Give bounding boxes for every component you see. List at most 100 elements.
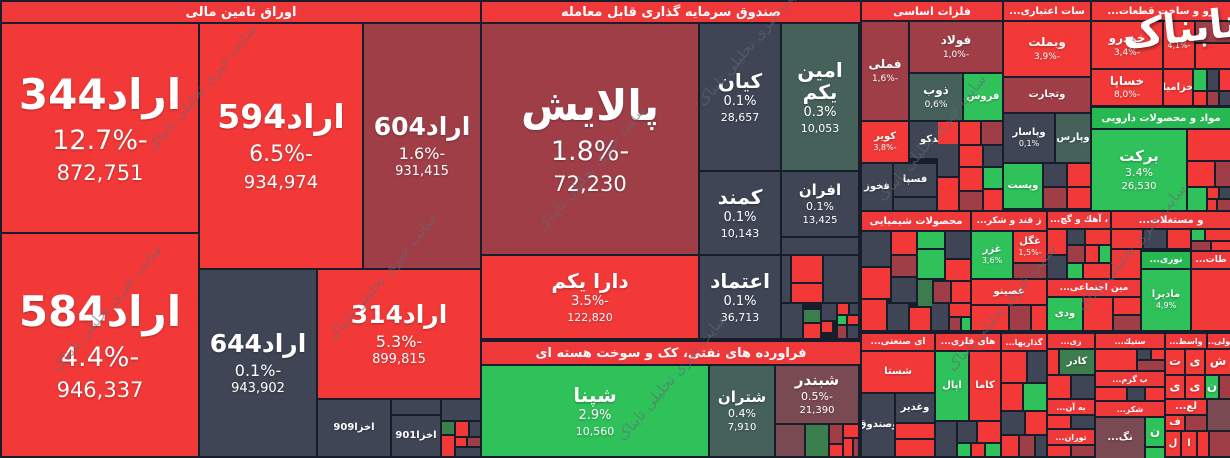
tile-ف[interactable]: ف <box>1166 416 1184 430</box>
tile[interactable] <box>910 308 930 330</box>
tile[interactable] <box>888 304 908 330</box>
tile[interactable] <box>958 422 976 442</box>
tile-فخوز[interactable]: فخوز <box>862 164 892 210</box>
tile[interactable] <box>950 304 970 316</box>
tile[interactable] <box>442 400 480 420</box>
tile-وبملت[interactable]: وبملت -3,9% <box>1004 22 1090 76</box>
tile-خساپا[interactable]: خساپا -8,0% <box>1092 70 1162 105</box>
tile[interactable] <box>1048 416 1070 428</box>
tile[interactable] <box>918 250 944 278</box>
tile[interactable] <box>962 318 970 330</box>
tile[interactable] <box>1048 230 1066 254</box>
tile[interactable] <box>972 444 984 456</box>
tile-اخزا909[interactable]: اخزا909 <box>318 400 390 456</box>
tile-کیان[interactable]: کیان 0.1% 28,657 <box>700 24 780 170</box>
tile-لع...[interactable]: لع... <box>1166 400 1206 414</box>
tile[interactable] <box>936 422 956 456</box>
tile[interactable] <box>1188 130 1230 160</box>
tile-غصینو[interactable]: غصینو <box>972 280 1046 304</box>
tile[interactable] <box>1002 412 1024 434</box>
tile-وصندوق[interactable]: وصندوق <box>862 394 894 456</box>
tile-وپاسار[interactable]: وپاسار 0,1% <box>1004 114 1054 162</box>
tile[interactable] <box>960 146 982 166</box>
tile[interactable] <box>1198 432 1208 456</box>
tile[interactable]: -4,1% <box>1164 22 1194 68</box>
tile[interactable] <box>804 310 820 322</box>
tile-خزامیا[interactable]: خزامیا <box>1164 70 1192 105</box>
tile[interactable] <box>1112 230 1142 248</box>
tile[interactable] <box>1096 350 1136 370</box>
tile-شپنا[interactable]: شپنا 2.9% 10,560 <box>482 366 708 456</box>
tile[interactable] <box>806 425 828 456</box>
tile[interactable] <box>468 438 480 446</box>
tile[interactable] <box>1084 264 1110 278</box>
tile[interactable] <box>1026 412 1046 434</box>
tile[interactable] <box>862 268 890 298</box>
tile-ذوب[interactable]: ذوب 0,6% <box>910 74 962 120</box>
tile[interactable] <box>1072 376 1094 398</box>
tile-وپست[interactable]: وپست <box>1004 164 1042 208</box>
tile[interactable] <box>804 324 820 338</box>
tile[interactable] <box>1194 70 1206 90</box>
tile[interactable] <box>960 168 982 190</box>
tile[interactable] <box>982 122 1002 144</box>
tile-اراد594[interactable]: اراد594 -6.5% 934,974 <box>200 24 362 268</box>
tile[interactable] <box>1010 306 1030 330</box>
tile[interactable] <box>862 232 890 266</box>
tile-فسپا[interactable]: فسپا <box>894 164 936 196</box>
tile[interactable] <box>1220 376 1230 398</box>
tile[interactable] <box>1216 162 1230 186</box>
tile[interactable] <box>1208 70 1218 90</box>
tile-ودی[interactable]: ودی <box>1048 298 1082 330</box>
tile[interactable] <box>1002 384 1022 410</box>
tile-اعتماد[interactable]: اعتماد 0.1% 36,713 <box>700 256 780 338</box>
tile[interactable] <box>456 448 480 456</box>
tile[interactable] <box>838 304 848 314</box>
tile[interactable] <box>1194 92 1206 105</box>
tile-کاما[interactable]: کاما <box>970 352 1000 420</box>
tile[interactable] <box>1100 246 1110 262</box>
tile[interactable] <box>958 444 970 456</box>
tile[interactable] <box>862 300 886 330</box>
tile[interactable] <box>1138 361 1164 370</box>
tile[interactable] <box>1048 350 1058 374</box>
tile-ن[interactable]: ن <box>1146 418 1164 446</box>
tile[interactable] <box>1020 436 1034 456</box>
tile[interactable] <box>938 178 958 210</box>
tile-پالایش[interactable]: پالایش -1.8% 72,230 <box>482 24 698 254</box>
tile[interactable] <box>1084 298 1112 330</box>
tile[interactable] <box>850 304 858 314</box>
tile[interactable] <box>844 439 852 456</box>
tile[interactable] <box>1144 230 1166 248</box>
tile[interactable] <box>782 304 802 338</box>
tile[interactable] <box>960 192 982 210</box>
tile[interactable] <box>1028 352 1046 382</box>
tile-کادر[interactable]: کادر <box>1060 350 1094 374</box>
tile-شستا[interactable]: شستا <box>862 352 934 392</box>
tile-اراد644[interactable]: اراد644 -0.1% 943,902 <box>200 270 316 456</box>
tile[interactable] <box>918 232 944 248</box>
tile[interactable] <box>1048 256 1066 278</box>
tile-ل[interactable]: ل <box>1166 432 1180 456</box>
tile[interactable] <box>896 440 934 456</box>
tile[interactable] <box>1002 352 1026 382</box>
tile[interactable] <box>984 146 1002 166</box>
tile-اراد584[interactable]: اراد584 -4.4% 946,337 <box>2 234 198 456</box>
tile[interactable] <box>1192 270 1230 330</box>
tile[interactable] <box>978 422 1000 442</box>
tile[interactable] <box>1218 200 1230 210</box>
tile[interactable] <box>1048 376 1070 398</box>
tile[interactable] <box>1208 400 1230 430</box>
tile[interactable] <box>456 438 466 446</box>
tile-دارا یکم[interactable]: دارا یکم -3.5% 122,820 <box>482 256 698 338</box>
tile-ن[interactable]: ن <box>1206 376 1218 398</box>
tile[interactable] <box>1024 384 1046 410</box>
tile[interactable] <box>1044 164 1066 186</box>
tile[interactable] <box>1212 242 1230 250</box>
tile[interactable] <box>972 306 1008 330</box>
tile[interactable] <box>1196 22 1230 42</box>
tile-کمند[interactable]: کمند 0.1% 10,143 <box>700 172 780 254</box>
tile[interactable] <box>1112 250 1140 278</box>
tile[interactable] <box>392 400 440 414</box>
tile[interactable] <box>1044 188 1066 208</box>
